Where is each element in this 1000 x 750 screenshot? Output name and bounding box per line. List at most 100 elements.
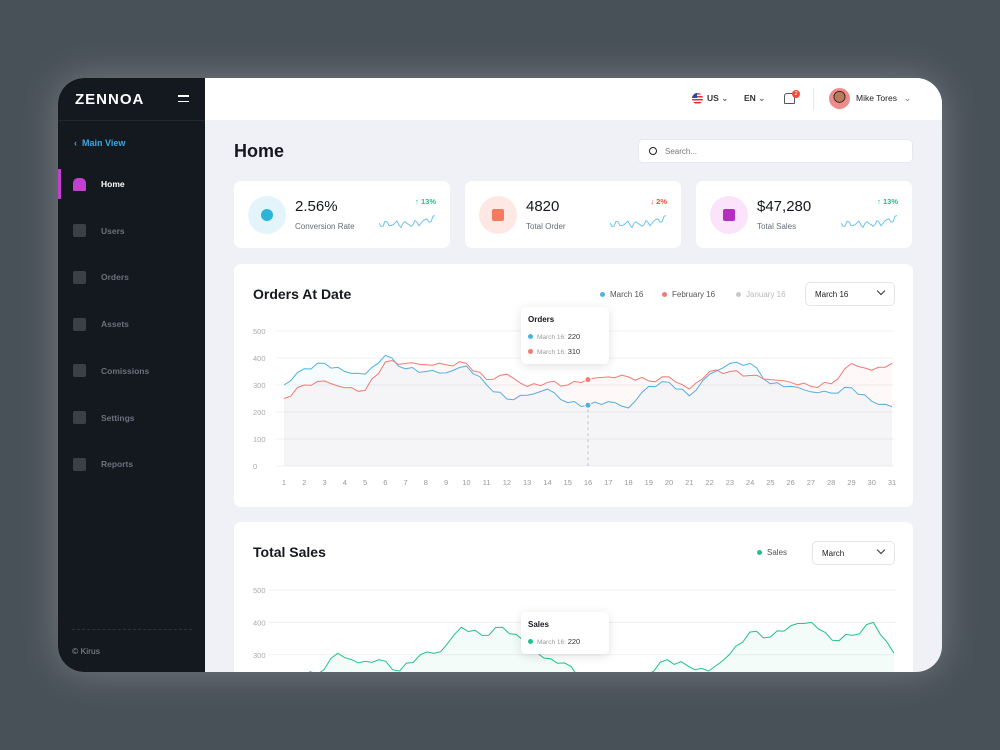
top-bar: US ⌄ EN ⌄ 2 Mike Tores ⌄ — [205, 78, 942, 120]
y-tick-label: 400 — [253, 354, 266, 363]
chart-tooltip: Sales March 16: 220 — [521, 612, 609, 654]
book-icon — [73, 270, 86, 284]
sidebar-item-assets[interactable]: Assets — [58, 309, 205, 339]
legend-dot — [757, 550, 762, 556]
x-tick-label: 1 — [282, 478, 286, 487]
y-tick-label: 300 — [253, 381, 266, 390]
tooltip-row: March 16: 220 — [528, 637, 602, 646]
highlight-point — [584, 401, 592, 409]
x-tick-label: 13 — [523, 478, 531, 487]
y-tick-label: 100 — [253, 435, 266, 444]
x-tick-label: 17 — [604, 478, 612, 487]
sidebar-item-orders[interactable]: Orders — [58, 262, 205, 292]
highlight-point — [584, 376, 592, 384]
chart-title: Total Sales — [253, 544, 326, 560]
sparkline — [841, 215, 898, 229]
tooltip-row: March 16: 220 — [528, 332, 602, 341]
sidebar-item-comissions[interactable]: Comissions — [58, 356, 205, 386]
x-tick-label: 30 — [868, 478, 876, 487]
avatar[interactable] — [829, 88, 850, 109]
search-box[interactable] — [638, 139, 913, 163]
stat-label: Total Order — [526, 222, 566, 231]
date-select[interactable]: March 16 — [805, 282, 895, 306]
stat-card: 4820 Total Order ↓ 2% — [465, 181, 681, 248]
stat-card: 2.56% Conversion Rate ↑ 13% — [234, 181, 450, 248]
stat-change: ↑ 13% — [415, 197, 436, 206]
stat-card: $47,280 Total Sales ↑ 13% — [696, 181, 912, 248]
x-tick-label: 31 — [888, 478, 896, 487]
x-tick-label: 27 — [807, 478, 815, 487]
x-tick-label: 6 — [383, 478, 387, 487]
chart-tooltip: Orders March 16: 220 March 16: 310 — [521, 307, 609, 364]
search-input[interactable] — [665, 144, 895, 158]
y-tick-label: 500 — [253, 586, 266, 595]
main-view-link[interactable]: ‹ Main View — [74, 138, 126, 148]
tooltip-title: Orders — [528, 315, 555, 324]
month-select[interactable]: March — [812, 541, 895, 565]
stat-icon — [710, 196, 748, 234]
x-tick-label: 24 — [746, 478, 754, 487]
orders-chart-card: Orders At Date March 16 February 16 Janu… — [234, 264, 913, 507]
x-tick-label: 7 — [404, 478, 408, 487]
x-tick-label: 8 — [424, 478, 428, 487]
legend-march-16[interactable]: March 16 — [600, 290, 643, 299]
stat-value: 4820 — [526, 198, 560, 215]
stat-label: Total Sales — [757, 222, 797, 231]
x-tick-label: 16 — [584, 478, 592, 487]
stat-label: Conversion Rate — [295, 222, 355, 231]
commission-icon — [73, 364, 86, 378]
chevron-down-icon: ⌄ — [721, 93, 729, 103]
language-select[interactable]: EN ⌄ — [744, 93, 766, 103]
legend-january-16[interactable]: January 16 — [736, 290, 786, 299]
x-tick-label: 9 — [444, 478, 448, 487]
search-icon — [649, 147, 657, 155]
x-tick-label: 21 — [685, 478, 693, 487]
x-tick-label: 29 — [847, 478, 855, 487]
sales-chart-card: Total Sales Sales March 200 300 400 500 Sal… — [234, 522, 913, 672]
legend-dot — [736, 292, 741, 298]
x-tick-label: 15 — [564, 478, 572, 487]
sidebar-item-home[interactable]: Home — [58, 169, 205, 199]
pie-chart-icon — [73, 457, 86, 471]
stat-value: $47,280 — [757, 198, 812, 215]
sidebar-item-users[interactable]: Users — [58, 216, 205, 246]
series-area — [284, 360, 892, 466]
notification-bag-icon[interactable] — [784, 93, 795, 104]
x-tick-label: 10 — [462, 478, 470, 487]
divider — [58, 120, 205, 121]
x-tick-label: 23 — [726, 478, 734, 487]
legend-dot — [600, 292, 605, 298]
chevron-down-icon: ⌄ — [904, 93, 912, 103]
sidebar-item-settings[interactable]: Settings — [58, 403, 205, 433]
logo: ZENNOA — [75, 91, 145, 108]
gear-icon — [73, 411, 86, 424]
home-icon — [73, 177, 86, 191]
y-tick-label: 200 — [253, 408, 266, 417]
y-tick-label: 500 — [253, 327, 266, 336]
legend-dot — [662, 292, 667, 298]
tooltip-title: Sales — [528, 620, 549, 629]
user-menu[interactable]: Mike Tores ⌄ — [856, 93, 912, 103]
legend-february-16[interactable]: February 16 — [662, 290, 715, 299]
y-tick-label: 300 — [253, 651, 266, 660]
region-select[interactable]: US ⌄ — [692, 93, 729, 105]
sparkline — [610, 215, 667, 229]
series-line-sales — [308, 621, 895, 672]
stat-change: ↑ 13% — [877, 197, 898, 206]
y-tick-label: 0 — [253, 462, 257, 471]
stat-icon — [248, 196, 286, 234]
user-icon — [73, 224, 86, 238]
chevron-down-icon: ⌄ — [758, 93, 766, 103]
sidebar: ZENNOA ‹ Main View Home Users Orders Assets… — [58, 78, 205, 672]
menu-icon[interactable] — [178, 95, 189, 106]
x-tick-label: 28 — [827, 478, 835, 487]
sidebar-item-reports[interactable]: Reports — [58, 449, 205, 479]
page-title: Home — [234, 141, 285, 161]
legend-sales[interactable]: Sales — [757, 548, 787, 557]
x-tick-label: 14 — [543, 478, 551, 487]
stat-value: 2.56% — [295, 198, 338, 215]
x-tick-label: 11 — [483, 478, 491, 487]
x-tick-label: 22 — [705, 478, 713, 487]
sparkline — [379, 215, 436, 229]
